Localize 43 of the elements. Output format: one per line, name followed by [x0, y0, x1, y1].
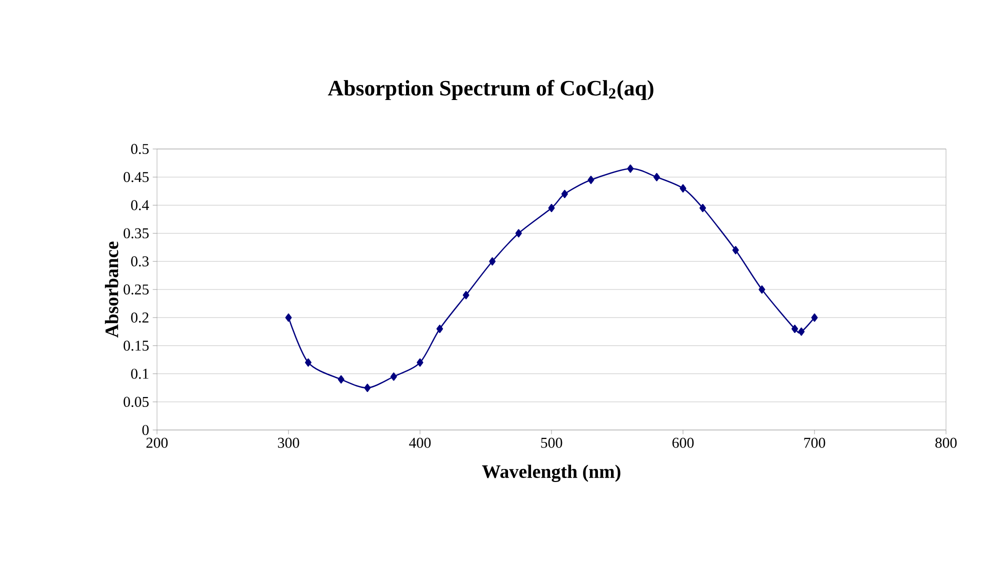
point	[699, 204, 706, 212]
y-tick-label: 0.45	[124, 172, 149, 182]
y-tick-label: 0.2	[131, 312, 148, 323]
y-tick-label: 0	[142, 424, 149, 436]
y-tick-label: 0.1	[131, 368, 148, 379]
point	[627, 164, 634, 173]
point	[285, 313, 292, 322]
x-tick-label: 300	[278, 438, 300, 448]
x-tick-label: 500	[541, 438, 562, 448]
y-axis-title: Absorbance	[104, 242, 118, 338]
point	[462, 290, 470, 300]
y-tick-label: 0.35	[124, 228, 149, 238]
y-tick-label: 0.5	[131, 144, 149, 154]
point	[798, 328, 805, 336]
x-axis-title: Wavelength (nm)	[482, 464, 620, 482]
point	[811, 313, 818, 322]
x-tick-label: 600	[672, 438, 694, 448]
point	[416, 358, 424, 367]
x-tick-label: 700	[804, 438, 826, 448]
y-tick-label: 0.25	[124, 284, 149, 295]
y-tick-label: 0.3	[131, 256, 149, 266]
y-tick-label: 0.4	[131, 200, 149, 210]
y-tick-label: 0.15	[124, 340, 149, 351]
point	[515, 229, 522, 238]
point	[588, 176, 594, 184]
point	[364, 384, 371, 392]
x-tick-label: 800	[935, 438, 957, 448]
point	[304, 358, 312, 367]
point	[653, 172, 660, 182]
point	[489, 257, 496, 266]
point	[390, 372, 397, 381]
chart-title: Absorption Spectrum of CoCl$_{2}$(aq)	[328, 80, 654, 100]
point	[548, 204, 555, 212]
point	[732, 246, 739, 254]
x-tick-label: 200	[146, 438, 168, 448]
point	[338, 375, 344, 384]
point	[758, 285, 766, 294]
point	[436, 324, 443, 333]
point	[561, 190, 568, 198]
point	[792, 324, 798, 333]
point	[680, 184, 686, 192]
x-tick-label: 400	[409, 438, 431, 448]
y-tick-label: 0.05	[124, 396, 149, 407]
